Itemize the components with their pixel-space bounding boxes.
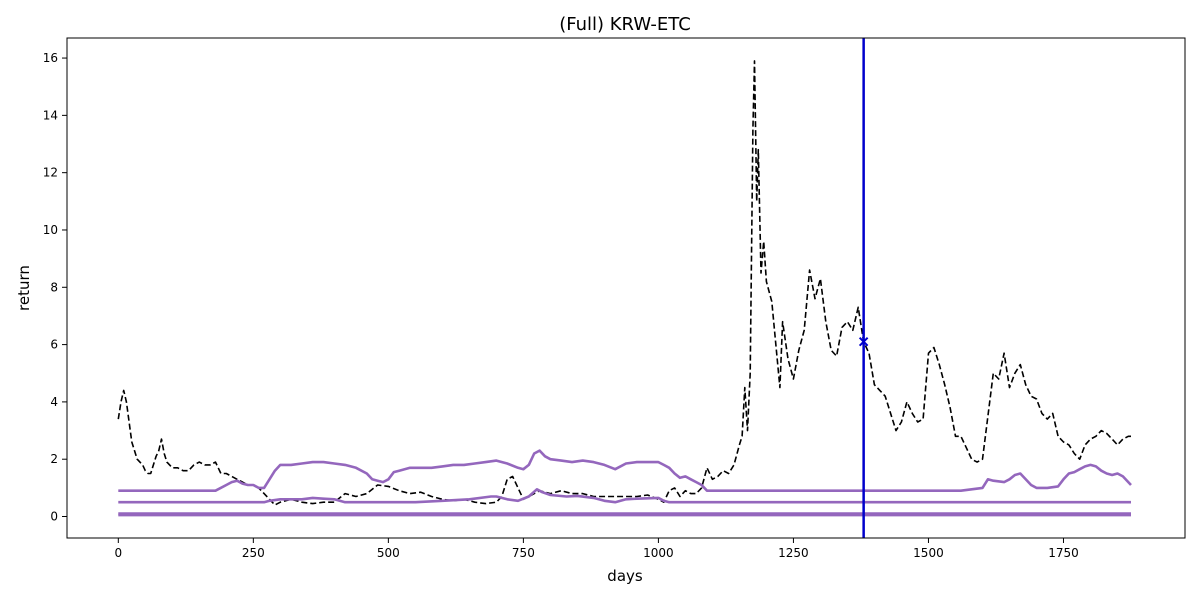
y-tick-label-8: 16 <box>43 51 58 65</box>
series-line-2 <box>118 488 1131 504</box>
y-tick-label-2: 4 <box>50 395 58 409</box>
y-axis: 0 2 4 6 8 10 12 14 16 <box>43 51 67 524</box>
series-line-1 <box>118 449 1132 492</box>
vline-layer <box>858 38 869 538</box>
y-tick-label-1: 2 <box>50 452 58 466</box>
y-axis-label: return <box>15 265 33 311</box>
x-tick-label-5: 1250 <box>778 546 809 560</box>
y-tick-label-6: 12 <box>43 166 58 180</box>
y-tick-label-0: 0 <box>50 510 58 524</box>
series-line-0 <box>117 60 1131 506</box>
x-tick-label-2: 500 <box>377 546 400 560</box>
x-tick-label-0: 0 <box>114 546 122 560</box>
x-tick-label-4: 1000 <box>643 546 674 560</box>
x-marker <box>858 337 869 347</box>
y-tick-label-4: 8 <box>50 280 58 294</box>
y-tick-label-7: 14 <box>43 108 58 122</box>
y-tick-label-3: 6 <box>50 338 58 352</box>
chart-title: (Full) KRW-ETC <box>559 14 691 35</box>
x-tick-label-3: 750 <box>512 546 535 560</box>
plot-frame <box>66 37 1186 539</box>
x-tick-label-1: 250 <box>242 546 265 560</box>
x-axis: 0 250 500 750 1000 1250 1500 1750 <box>114 538 1079 560</box>
plot-area <box>66 37 1186 539</box>
x-tick-label-7: 1750 <box>1048 546 1079 560</box>
y-tick-label-5: 10 <box>43 223 58 237</box>
x-tick-label-6: 1500 <box>913 546 944 560</box>
series-layer <box>117 60 1132 517</box>
x-axis-label: days <box>607 567 643 585</box>
